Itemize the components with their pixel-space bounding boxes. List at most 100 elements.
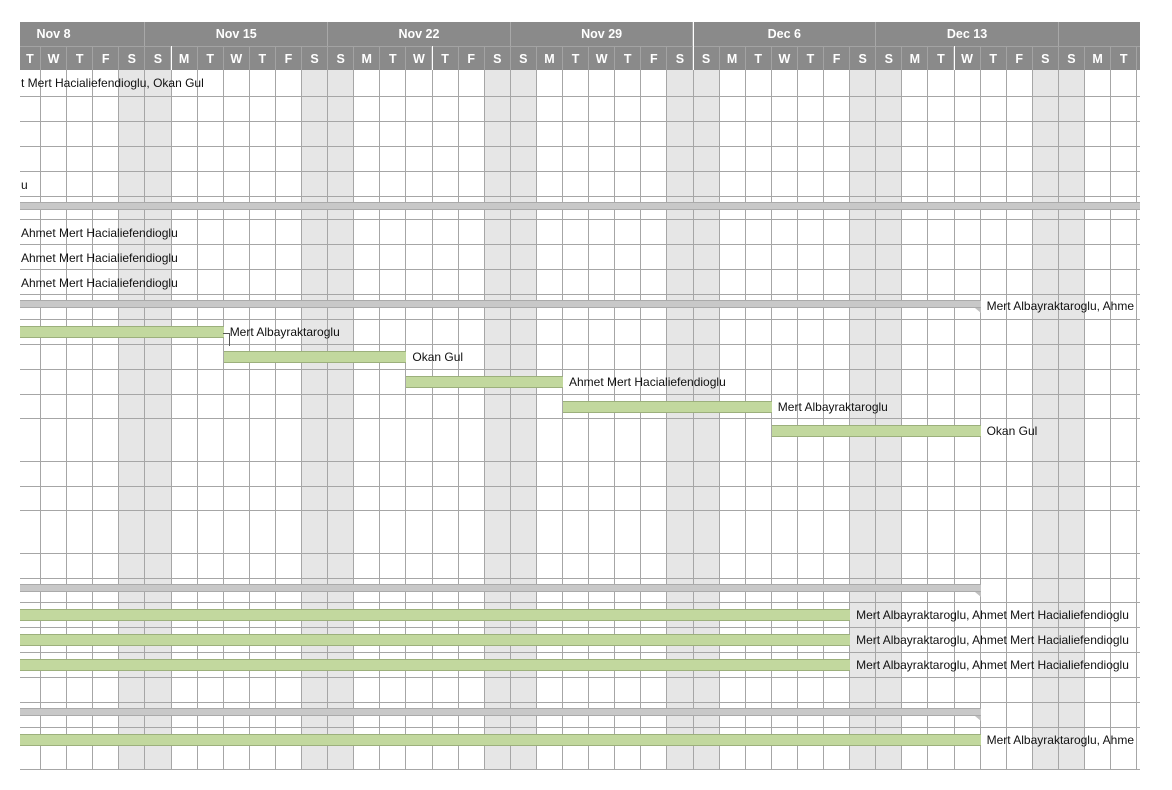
row-gridline xyxy=(20,727,1140,728)
day-header: M xyxy=(1085,46,1112,70)
task-bar[interactable] xyxy=(771,425,981,437)
task-bar[interactable] xyxy=(406,376,563,388)
row-gridline xyxy=(20,602,1140,603)
day-header: T xyxy=(980,46,1007,70)
day-header: S xyxy=(510,46,537,70)
day-gridline xyxy=(431,70,433,770)
task-bar[interactable] xyxy=(20,634,851,646)
weekend-shade xyxy=(693,70,720,770)
summary-bar[interactable] xyxy=(20,300,981,313)
row-gridline xyxy=(20,553,1140,554)
row-gridline xyxy=(20,627,1140,628)
day-header: W xyxy=(954,46,981,70)
day-header: F xyxy=(641,46,668,70)
day-gridline xyxy=(562,70,563,770)
row-gridline xyxy=(20,294,1140,295)
dependency-arrow-icon xyxy=(222,333,230,346)
day-gridline xyxy=(196,70,198,770)
task-bar[interactable] xyxy=(20,609,851,621)
day-header: S xyxy=(876,46,903,70)
row-gridline xyxy=(20,369,1140,370)
day-gridline xyxy=(118,70,120,770)
day-gridline xyxy=(535,70,537,770)
day-header: S xyxy=(484,46,511,70)
day-gridline xyxy=(92,70,94,770)
assignee-label: Mert Albayraktaroglu, Ahmet Mert Haciali… xyxy=(856,633,1129,647)
day-header: S xyxy=(693,46,720,70)
day-gridline xyxy=(744,70,746,770)
weekend-shade xyxy=(510,70,537,770)
row-label: u xyxy=(21,178,28,192)
day-header: W xyxy=(223,46,250,70)
row-gridline xyxy=(20,121,1140,122)
task-bar[interactable] xyxy=(223,351,407,363)
day-header: T xyxy=(380,46,407,70)
day-header: T xyxy=(797,46,824,70)
day-gridline xyxy=(953,70,955,770)
weekend-shade xyxy=(302,70,329,770)
summary-bar[interactable] xyxy=(20,708,981,721)
day-header: W xyxy=(406,46,433,70)
assignee-label: Okan Gul xyxy=(412,350,464,364)
task-bar[interactable] xyxy=(20,659,851,671)
task-bar[interactable] xyxy=(20,734,981,746)
assignee-label: Mert Albayraktaroglu, Ahme xyxy=(986,299,1134,313)
assignee-label: Mert Albayraktaroglu xyxy=(229,325,340,339)
weekend-shade xyxy=(119,70,146,770)
row-gridline xyxy=(20,319,1140,320)
weekend-shade xyxy=(145,70,172,770)
day-header: S xyxy=(667,46,694,70)
summary-bar[interactable] xyxy=(20,202,1140,210)
row-gridline xyxy=(20,652,1140,653)
day-gridline xyxy=(770,70,772,770)
weekend-shade xyxy=(484,70,511,770)
week-header: Nov 29 xyxy=(510,22,694,46)
row-gridline xyxy=(20,394,1140,395)
summary-bar[interactable] xyxy=(20,584,981,597)
week-header: Nov 22 xyxy=(328,22,511,46)
week-header: Nov 15 xyxy=(145,22,329,46)
day-header: M xyxy=(171,46,198,70)
row-gridline xyxy=(20,769,1140,770)
day-gridline xyxy=(1057,70,1059,770)
day-header: T xyxy=(67,46,94,70)
weekend-shade xyxy=(1032,70,1059,770)
row-label: t Mert Hacialiefendioglu, Okan Gul xyxy=(21,76,204,90)
weekend-shade xyxy=(1058,70,1085,770)
day-header: S xyxy=(1058,46,1085,70)
day-gridline xyxy=(875,70,877,770)
row-gridline xyxy=(20,171,1140,172)
row-gridline xyxy=(20,219,1140,220)
week-header: D xyxy=(1058,22,1140,46)
row-label: Ahmet Mert Hacialiefendioglu xyxy=(21,276,178,290)
row-gridline xyxy=(20,196,1140,197)
day-header: F xyxy=(1006,46,1033,70)
day-gridline xyxy=(274,70,276,770)
row-gridline xyxy=(20,146,1140,147)
day-gridline xyxy=(1084,70,1085,770)
day-gridline xyxy=(353,70,355,770)
row-gridline xyxy=(20,702,1140,703)
day-gridline xyxy=(666,70,668,770)
week-header: Dec 6 xyxy=(693,22,877,46)
day-gridline xyxy=(718,70,720,770)
assignee-label: Mert Albayraktaroglu, Ahmet Mert Haciali… xyxy=(856,608,1129,622)
day-header: S xyxy=(145,46,172,70)
day-header: S xyxy=(119,46,146,70)
day-header: F xyxy=(275,46,302,70)
row-label: Ahmet Mert Hacialiefendioglu xyxy=(21,226,178,240)
day-gridline xyxy=(588,70,590,770)
row-gridline xyxy=(20,418,1140,419)
day-header: S xyxy=(302,46,329,70)
day-header: F xyxy=(824,46,851,70)
day-gridline xyxy=(301,70,302,770)
row-gridline xyxy=(20,677,1140,678)
row-gridline xyxy=(20,344,1140,345)
assignee-label: Mert Albayraktaroglu xyxy=(777,400,888,414)
day-gridline xyxy=(66,70,68,770)
day-header: T xyxy=(432,46,459,70)
assignee-label: Mert Albayraktaroglu, Ahmet Mert Haciali… xyxy=(856,658,1129,672)
task-bar[interactable] xyxy=(563,401,772,413)
day-header: S xyxy=(1032,46,1059,70)
task-bar[interactable] xyxy=(20,326,224,338)
